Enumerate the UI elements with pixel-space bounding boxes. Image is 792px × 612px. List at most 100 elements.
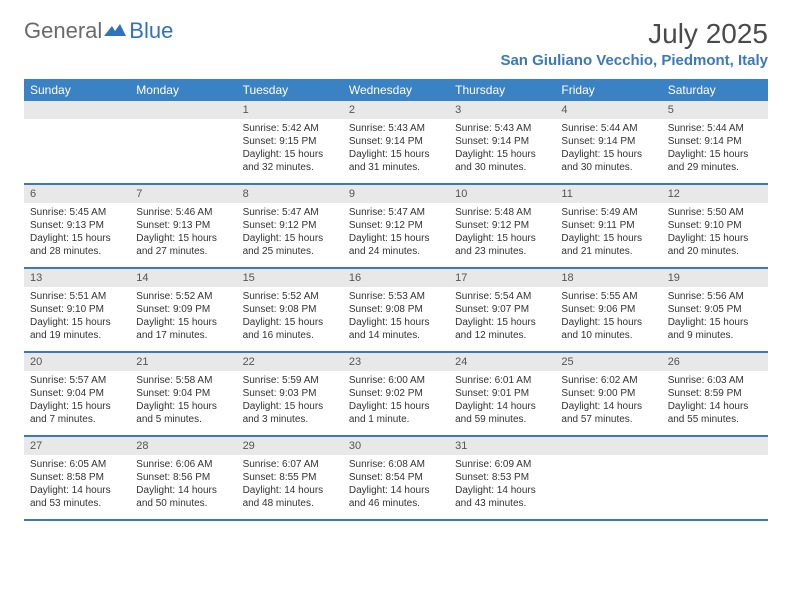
- day-cell: 15Sunrise: 5:52 AMSunset: 9:08 PMDayligh…: [237, 269, 343, 351]
- sunset-line: Sunset: 9:14 PM: [455, 135, 549, 148]
- day-cell: 19Sunrise: 5:56 AMSunset: 9:05 PMDayligh…: [662, 269, 768, 351]
- day-number: 13: [24, 269, 130, 287]
- sunset-line: Sunset: 9:02 PM: [349, 387, 443, 400]
- sunset-line: Sunset: 9:15 PM: [243, 135, 337, 148]
- sunrise-line: Sunrise: 5:57 AM: [30, 374, 124, 387]
- day-number: 4: [555, 101, 661, 119]
- day-cell: 25Sunrise: 6:02 AMSunset: 9:00 PMDayligh…: [555, 353, 661, 435]
- day-details: Sunrise: 5:47 AMSunset: 9:12 PMDaylight:…: [237, 206, 343, 258]
- day-number: 21: [130, 353, 236, 371]
- day-cell: 6Sunrise: 5:45 AMSunset: 9:13 PMDaylight…: [24, 185, 130, 267]
- header: General Blue July 2025 San Giuliano Vecc…: [0, 0, 792, 73]
- sunrise-line: Sunrise: 5:46 AM: [136, 206, 230, 219]
- day-details: Sunrise: 5:43 AMSunset: 9:14 PMDaylight:…: [343, 122, 449, 174]
- brand-part1: General: [24, 18, 102, 44]
- sunset-line: Sunset: 8:54 PM: [349, 471, 443, 484]
- title-block: July 2025 San Giuliano Vecchio, Piedmont…: [500, 18, 768, 69]
- day-details: Sunrise: 5:43 AMSunset: 9:14 PMDaylight:…: [449, 122, 555, 174]
- weekday-header: Monday: [130, 79, 236, 101]
- day-cell: 24Sunrise: 6:01 AMSunset: 9:01 PMDayligh…: [449, 353, 555, 435]
- sunset-line: Sunset: 9:11 PM: [561, 219, 655, 232]
- sunset-line: Sunset: 9:03 PM: [243, 387, 337, 400]
- calendar: SundayMondayTuesdayWednesdayThursdayFrid…: [24, 79, 768, 521]
- day-details: Sunrise: 6:07 AMSunset: 8:55 PMDaylight:…: [237, 458, 343, 510]
- day-cell: 12Sunrise: 5:50 AMSunset: 9:10 PMDayligh…: [662, 185, 768, 267]
- sunrise-line: Sunrise: 5:49 AM: [561, 206, 655, 219]
- daylight-line: Daylight: 15 hours and 27 minutes.: [136, 232, 230, 258]
- sunset-line: Sunset: 9:12 PM: [243, 219, 337, 232]
- day-cell: 9 Sunrise: 5:47 AMSunset: 9:12 PMDaylight…: [343, 185, 449, 267]
- day-cell: 28 Sunrise: 6:06 AMSunset: 8:56 PMDayligh…: [130, 437, 236, 519]
- daylight-line: Daylight: 14 hours and 50 minutes.: [136, 484, 230, 510]
- day-cell: 22Sunrise: 5:59 AMSunset: 9:03 PMDayligh…: [237, 353, 343, 435]
- sunset-line: Sunset: 8:59 PM: [668, 387, 762, 400]
- day-details: Sunrise: 5:51 AMSunset: 9:10 PMDaylight:…: [24, 290, 130, 342]
- daylight-line: Daylight: 14 hours and 53 minutes.: [30, 484, 124, 510]
- week-row: 13 Sunrise: 5:51 AMSunset: 9:10 PMDayligh…: [24, 269, 768, 353]
- day-number: 7: [130, 185, 236, 203]
- weeks-container: 1Sunrise: 5:42 AMSunset: 9:15 PMDaylight…: [24, 101, 768, 521]
- sunrise-line: Sunrise: 5:55 AM: [561, 290, 655, 303]
- sunrise-line: Sunrise: 5:45 AM: [30, 206, 124, 219]
- sunrise-line: Sunrise: 5:58 AM: [136, 374, 230, 387]
- day-number: 26: [662, 353, 768, 371]
- sunrise-line: Sunrise: 5:59 AM: [243, 374, 337, 387]
- day-number: [662, 437, 768, 455]
- daylight-line: Daylight: 15 hours and 5 minutes.: [136, 400, 230, 426]
- day-details: Sunrise: 5:59 AMSunset: 9:03 PMDaylight:…: [237, 374, 343, 426]
- week-row: 6Sunrise: 5:45 AMSunset: 9:13 PMDaylight…: [24, 185, 768, 269]
- day-number: 18: [555, 269, 661, 287]
- sunset-line: Sunset: 9:07 PM: [455, 303, 549, 316]
- sunrise-line: Sunrise: 6:07 AM: [243, 458, 337, 471]
- sunrise-line: Sunrise: 5:53 AM: [349, 290, 443, 303]
- day-details: Sunrise: 6:06 AMSunset: 8:56 PMDaylight:…: [130, 458, 236, 510]
- daylight-line: Daylight: 15 hours and 30 minutes.: [455, 148, 549, 174]
- day-cell: 7 Sunrise: 5:46 AMSunset: 9:13 PMDaylight…: [130, 185, 236, 267]
- daylight-line: Daylight: 15 hours and 31 minutes.: [349, 148, 443, 174]
- day-number: 12: [662, 185, 768, 203]
- sunrise-line: Sunrise: 5:51 AM: [30, 290, 124, 303]
- day-number: 28: [130, 437, 236, 455]
- day-details: Sunrise: 5:46 AMSunset: 9:13 PMDaylight:…: [130, 206, 236, 258]
- sunrise-line: Sunrise: 5:44 AM: [561, 122, 655, 135]
- day-cell: 16Sunrise: 5:53 AMSunset: 9:08 PMDayligh…: [343, 269, 449, 351]
- daylight-line: Daylight: 14 hours and 43 minutes.: [455, 484, 549, 510]
- day-number: 5: [662, 101, 768, 119]
- day-cell: 3Sunrise: 5:43 AMSunset: 9:14 PMDaylight…: [449, 101, 555, 183]
- day-details: Sunrise: 5:53 AMSunset: 9:08 PMDaylight:…: [343, 290, 449, 342]
- sunset-line: Sunset: 9:08 PM: [349, 303, 443, 316]
- day-cell: [662, 437, 768, 519]
- day-details: Sunrise: 6:00 AMSunset: 9:02 PMDaylight:…: [343, 374, 449, 426]
- day-cell: 20Sunrise: 5:57 AMSunset: 9:04 PMDayligh…: [24, 353, 130, 435]
- day-cell: 29 Sunrise: 6:07 AMSunset: 8:55 PMDayligh…: [237, 437, 343, 519]
- sunset-line: Sunset: 9:12 PM: [455, 219, 549, 232]
- day-details: Sunrise: 6:08 AMSunset: 8:54 PMDaylight:…: [343, 458, 449, 510]
- wave-icon: [104, 22, 126, 40]
- day-number: [130, 101, 236, 119]
- day-number: 10: [449, 185, 555, 203]
- day-number: 14: [130, 269, 236, 287]
- sunset-line: Sunset: 9:04 PM: [30, 387, 124, 400]
- day-cell: 27Sunrise: 6:05 AMSunset: 8:58 PMDayligh…: [24, 437, 130, 519]
- day-number: 25: [555, 353, 661, 371]
- weekday-header: Sunday: [24, 79, 130, 101]
- day-cell: 31Sunrise: 6:09 AMSunset: 8:53 PMDayligh…: [449, 437, 555, 519]
- day-cell: [555, 437, 661, 519]
- day-details: Sunrise: 6:03 AMSunset: 8:59 PMDaylight:…: [662, 374, 768, 426]
- sunset-line: Sunset: 9:12 PM: [349, 219, 443, 232]
- day-cell: 2Sunrise: 5:43 AMSunset: 9:14 PMDaylight…: [343, 101, 449, 183]
- day-details: Sunrise: 5:47 AMSunset: 9:12 PMDaylight:…: [343, 206, 449, 258]
- sunrise-line: Sunrise: 6:01 AM: [455, 374, 549, 387]
- sunset-line: Sunset: 8:56 PM: [136, 471, 230, 484]
- sunrise-line: Sunrise: 6:03 AM: [668, 374, 762, 387]
- sunset-line: Sunset: 9:13 PM: [30, 219, 124, 232]
- daylight-line: Daylight: 15 hours and 1 minute.: [349, 400, 443, 426]
- week-row: 1Sunrise: 5:42 AMSunset: 9:15 PMDaylight…: [24, 101, 768, 185]
- sunrise-line: Sunrise: 5:56 AM: [668, 290, 762, 303]
- brand-part2: Blue: [129, 18, 173, 44]
- sunset-line: Sunset: 9:08 PM: [243, 303, 337, 316]
- day-number: 9: [343, 185, 449, 203]
- day-cell: 18Sunrise: 5:55 AMSunset: 9:06 PMDayligh…: [555, 269, 661, 351]
- day-number: 29: [237, 437, 343, 455]
- sunrise-line: Sunrise: 5:50 AM: [668, 206, 762, 219]
